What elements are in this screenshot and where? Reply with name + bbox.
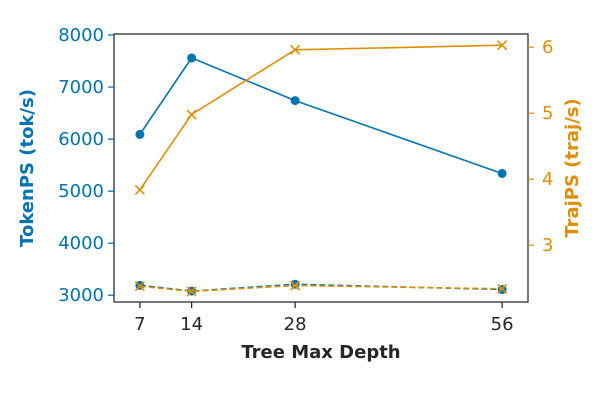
series-layer bbox=[134, 40, 508, 297]
left-y-tick-label: 8000 bbox=[58, 25, 104, 46]
x-tick-label: 56 bbox=[491, 314, 514, 335]
left-y-axis: 3000 4000 5000 6000 7000 8000 bbox=[58, 25, 114, 306]
right-y-tick-label: 5 bbox=[542, 103, 553, 124]
data-point bbox=[290, 96, 300, 106]
right-y-tick-label: 3 bbox=[542, 235, 553, 256]
series-line bbox=[139, 44, 503, 191]
series-2 bbox=[134, 40, 508, 195]
right-y-axis-title: TrajPS (traj/s) bbox=[562, 98, 583, 237]
x-axis: 7 14 28 56 bbox=[134, 302, 514, 335]
data-point bbox=[497, 168, 507, 178]
x-tick-label: 7 bbox=[134, 314, 145, 335]
series-4 bbox=[134, 280, 508, 297]
left-y-axis-title: TokenPS (tok/s) bbox=[17, 89, 38, 247]
x-axis-title: Tree Max Depth bbox=[241, 342, 400, 363]
data-point bbox=[186, 286, 197, 297]
data-point bbox=[497, 40, 508, 51]
left-y-tick-label: 3000 bbox=[58, 285, 104, 306]
left-y-tick-label: 7000 bbox=[58, 77, 104, 98]
data-point bbox=[290, 280, 301, 291]
series-line bbox=[139, 56, 503, 175]
series-1 bbox=[135, 53, 507, 178]
data-point bbox=[290, 44, 301, 55]
data-point bbox=[497, 283, 508, 294]
left-y-tick-label: 6000 bbox=[58, 129, 104, 150]
x-tick-label: 28 bbox=[284, 314, 307, 335]
data-point bbox=[135, 129, 145, 139]
x-tick-label: 14 bbox=[180, 314, 203, 335]
data-point bbox=[186, 109, 197, 120]
series-line bbox=[139, 284, 503, 293]
left-y-tick-label: 5000 bbox=[58, 181, 104, 202]
data-point bbox=[290, 279, 300, 289]
right-y-tick-label: 4 bbox=[542, 169, 553, 190]
data-point bbox=[134, 184, 145, 195]
left-y-tick-label: 4000 bbox=[58, 233, 104, 254]
data-point bbox=[134, 281, 145, 292]
plot-frame bbox=[113, 33, 529, 303]
right-y-axis: 3 4 5 6 bbox=[528, 37, 553, 256]
data-point bbox=[187, 53, 197, 63]
right-y-tick-label: 6 bbox=[542, 37, 553, 58]
